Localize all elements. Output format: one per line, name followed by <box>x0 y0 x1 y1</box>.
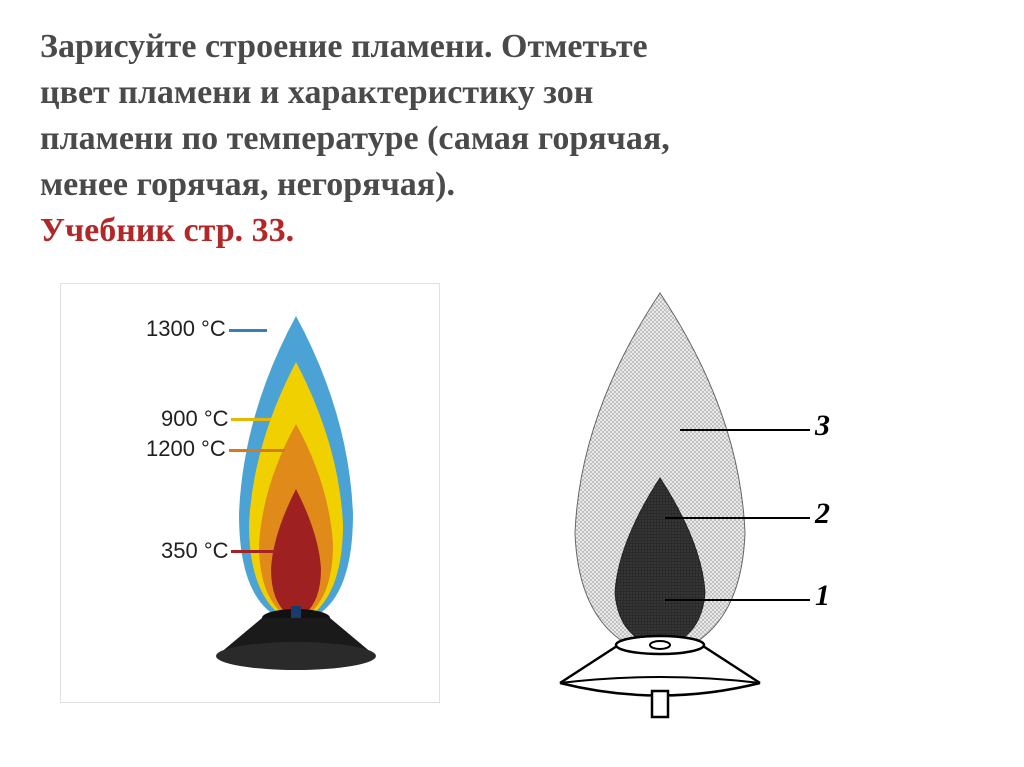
nozzle <box>291 606 301 618</box>
title-line-3: пламени по температуре (самая горячая, <box>40 116 984 162</box>
temp-label-2: 1200 °C <box>146 436 226 462</box>
zone-label-3: 3 <box>815 409 830 443</box>
title-line-4: менее горячая, негорячая). <box>40 162 984 208</box>
zone-line-3 <box>680 429 810 431</box>
title-block: Зарисуйте строение пламени. Отметьте цве… <box>0 0 1024 263</box>
grayscale-flame-svg <box>510 283 930 723</box>
colored-flame-diagram: 1300 °C 900 °C 1200 °C 350 °C <box>60 283 440 703</box>
grayscale-flame-diagram: 3 2 1 <box>510 283 930 723</box>
zone-line-2 <box>665 517 810 519</box>
temp-line-3 <box>231 550 277 553</box>
title-line-1: Зарисуйте строение пламени. Отметьте <box>40 24 984 70</box>
temp-line-2 <box>229 449 285 452</box>
burner-hole <box>650 641 670 649</box>
zone-line-1 <box>665 599 810 601</box>
title-line-5: Учебник стр. 33. <box>40 208 984 254</box>
temp-label-0: 1300 °C <box>146 316 226 342</box>
burner-stem <box>652 691 668 717</box>
burner-base <box>216 642 376 670</box>
diagrams-row: 1300 °C 900 °C 1200 °C 350 °C <box>0 263 1024 723</box>
zone-label-2: 2 <box>815 497 830 531</box>
burner-base-arc-top <box>560 677 760 683</box>
temp-line-1 <box>231 418 271 421</box>
temp-line-0 <box>229 329 267 332</box>
colored-flame-svg <box>61 284 441 704</box>
temp-label-3: 350 °C <box>161 538 229 564</box>
zone-label-1: 1 <box>815 579 830 613</box>
temp-label-1: 900 °C <box>161 406 229 432</box>
title-line-2: цвет пламени и характеристику зон <box>40 70 984 116</box>
